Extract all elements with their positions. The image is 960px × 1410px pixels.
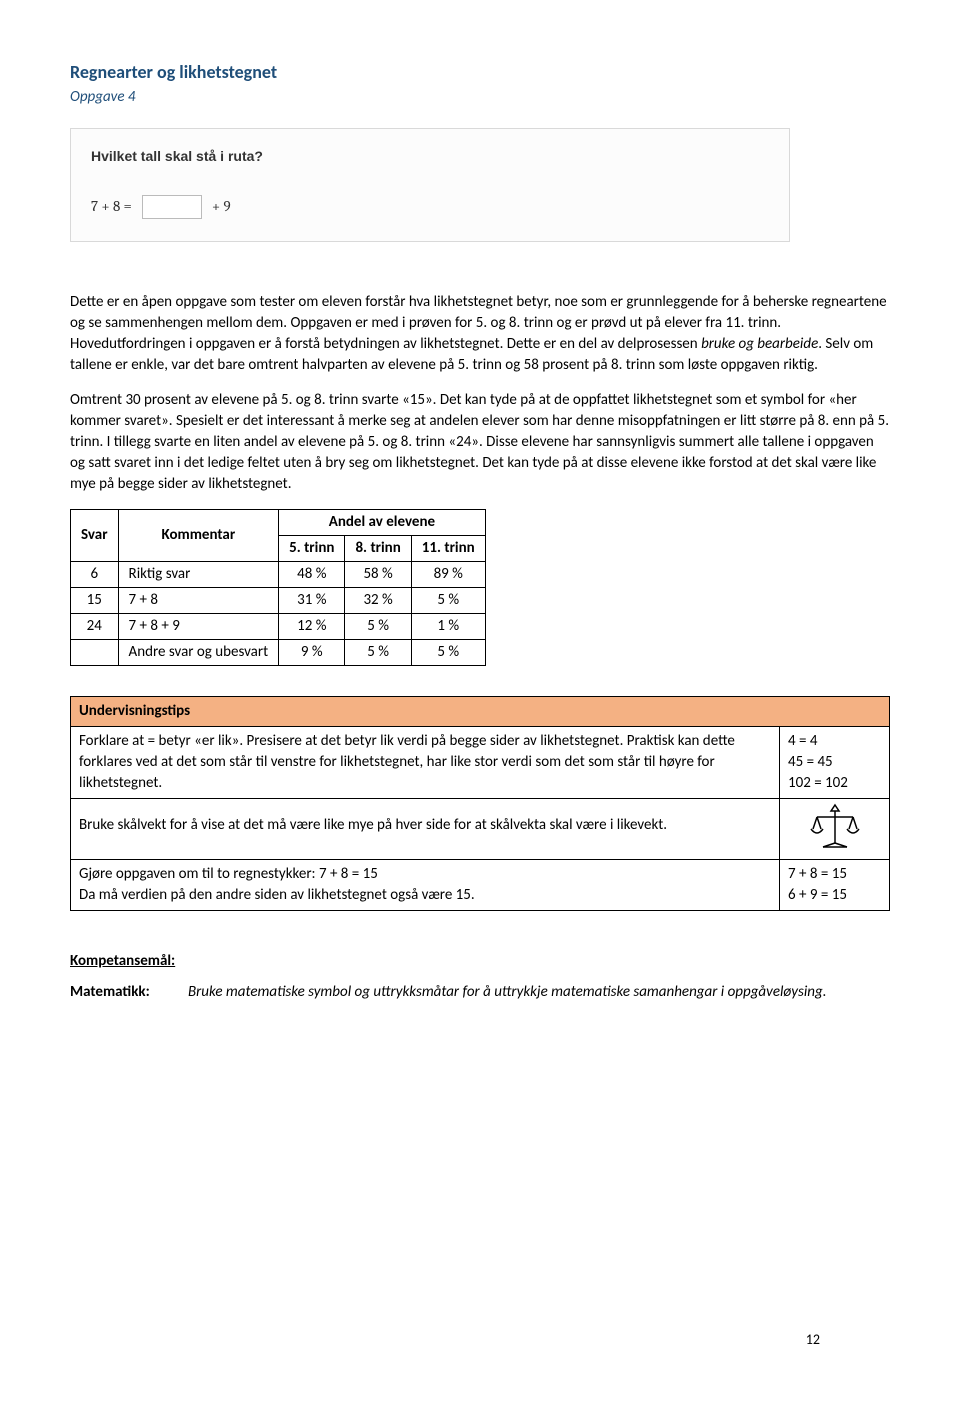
table-row: 6 Riktig svar 48 % 58 % 89 % bbox=[71, 561, 486, 587]
scale-icon-cell bbox=[780, 798, 890, 859]
tips-table: Undervisningstips Forklare at = betyr «e… bbox=[70, 696, 890, 911]
tips-examples: 7 + 8 = 15 6 + 9 = 15 bbox=[780, 859, 890, 910]
col-andel: Andel av elevene bbox=[279, 509, 486, 535]
question-prompt: Hvilket tall skal stå i ruta? bbox=[91, 147, 769, 167]
table-row: Andre svar og ubesvart 9 % 5 % 5 % bbox=[71, 639, 486, 665]
body-text: Dette er en åpen oppgave som tester om e… bbox=[70, 292, 890, 495]
kompetanse-label: Kompetansemål: bbox=[70, 951, 890, 972]
equation-row: 7 + 8 = + 9 bbox=[91, 195, 769, 219]
kompetanse-subject: Matematikk: bbox=[70, 982, 170, 1003]
tips-row: Forklare at = betyr «er lik». Presisere … bbox=[71, 726, 890, 798]
table-row: 24 7 + 8 + 9 12 % 5 % 1 % bbox=[71, 613, 486, 639]
equation-right: + 9 bbox=[212, 196, 231, 217]
col-5trinn: 5. trinn bbox=[279, 535, 345, 561]
col-8trinn: 8. trinn bbox=[345, 535, 411, 561]
question-panel: Hvilket tall skal stå i ruta? 7 + 8 = + … bbox=[70, 128, 790, 242]
tips-text: Gjøre oppgaven om til to regnestykker: 7… bbox=[71, 859, 780, 910]
page-subtitle: Oppgave 4 bbox=[70, 87, 890, 108]
kompetanse-row: Matematikk: Bruke matematiske symbol og … bbox=[70, 982, 890, 1003]
col-11trinn: 11. trinn bbox=[411, 535, 485, 561]
answer-input[interactable] bbox=[142, 195, 202, 219]
col-kommentar: Kommentar bbox=[118, 509, 279, 561]
tips-header: Undervisningstips bbox=[71, 696, 890, 726]
page-title: Regnearter og likhetstegnet bbox=[70, 60, 890, 85]
tips-examples: 4 = 4 45 = 45 102 = 102 bbox=[780, 726, 890, 798]
scale-icon bbox=[807, 803, 863, 855]
tips-text: Forklare at = betyr «er lik». Presisere … bbox=[71, 726, 780, 798]
results-table: Svar Kommentar Andel av elevene 5. trinn… bbox=[70, 509, 486, 666]
kompetanse-text: Bruke matematiske symbol og uttrykksmåta… bbox=[188, 982, 827, 1003]
table-row: 15 7 + 8 31 % 32 % 5 % bbox=[71, 587, 486, 613]
tips-row: Bruke skålvekt for å vise at det må være… bbox=[71, 798, 890, 859]
equation-left: 7 + 8 = bbox=[91, 196, 132, 217]
tips-row: Gjøre oppgaven om til to regnestykker: 7… bbox=[71, 859, 890, 910]
col-svar: Svar bbox=[71, 509, 119, 561]
page-number: 12 bbox=[806, 1330, 820, 1350]
paragraph-1: Dette er en åpen oppgave som tester om e… bbox=[70, 292, 890, 376]
tips-text: Bruke skålvekt for å vise at det må være… bbox=[71, 798, 780, 859]
paragraph-2: Omtrent 30 prosent av elevene på 5. og 8… bbox=[70, 390, 890, 495]
